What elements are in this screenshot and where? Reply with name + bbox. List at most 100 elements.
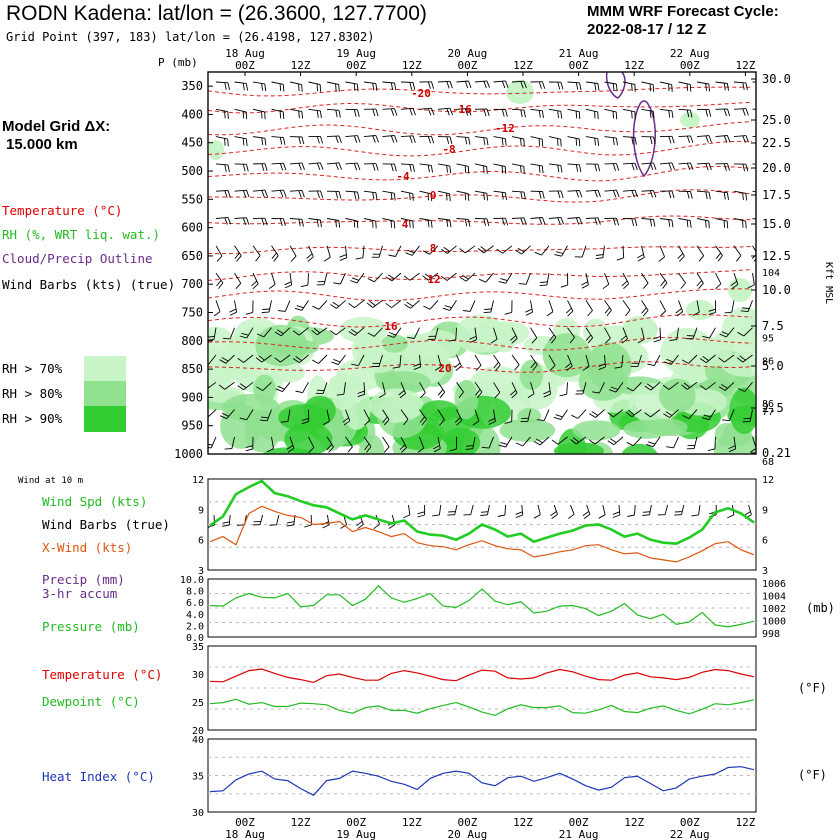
pressure-tick-label: 800 xyxy=(181,334,203,348)
series-line xyxy=(209,766,755,796)
left-tick-label: 2.0 xyxy=(186,621,204,632)
height-tick-label: 20.0 xyxy=(762,161,791,175)
time-tick-top: 00Z xyxy=(457,59,477,72)
left-tick-label: 6.0 xyxy=(186,598,204,609)
legend-temperature: Temperature (°C) xyxy=(2,203,123,218)
pressure-tick-label: 950 xyxy=(181,419,203,433)
contour-label: 20 xyxy=(438,362,451,375)
contour-label: -8 xyxy=(442,143,455,156)
legend-rh-90: RH > 90% xyxy=(2,411,63,426)
time-tick-bottom: 00Z xyxy=(235,816,255,829)
height-tick-label: 10.0 xyxy=(762,283,791,297)
height-tick-label: 30.0 xyxy=(762,72,791,86)
pressure-axis-label: P (mb) xyxy=(158,56,198,69)
left-tick-label: 9 xyxy=(198,505,204,516)
legend-heat-index: Heat Index (°C) xyxy=(42,769,155,784)
height-tick-label: 25.0 xyxy=(762,113,791,127)
right-tick-label: 3 xyxy=(762,566,768,577)
pressure-tick-label: 750 xyxy=(181,306,203,320)
series-line xyxy=(209,479,755,546)
wind-series xyxy=(209,479,755,563)
forecast-cycle-label: MMM WRF Forecast Cycle: xyxy=(587,3,779,20)
left-tick-label: 0.0 xyxy=(186,633,204,644)
time-tick-bottom: 12Z xyxy=(291,816,311,829)
time-tick-bottom: 00Z xyxy=(569,816,589,829)
right-tick-label: 1004 xyxy=(762,591,786,602)
left-tick-label: 25 xyxy=(192,698,204,709)
time-tick-bottom: 12Z xyxy=(624,816,644,829)
time-tick-bottom: 00Z xyxy=(457,816,477,829)
pressure-tick-label: 850 xyxy=(181,362,203,376)
left-tick-label: 8.0 xyxy=(186,587,204,598)
time-tick-top: 12Z xyxy=(291,59,311,72)
left-tick-label: 6 xyxy=(198,536,204,547)
time-axis-top: 00Z 12Z 00Z 12Z 00Z 12Z 00Z 12Z 00Z 12Z 18 Aug 19 A… xyxy=(225,47,756,812)
rh-90-swatch xyxy=(84,406,126,432)
contour-label: -4 xyxy=(396,170,410,183)
left-tick-label: 10.0 xyxy=(180,575,204,586)
time-tick-bottom: 12Z xyxy=(513,816,533,829)
model-grid-label: Model Grid ΔX: xyxy=(2,118,111,135)
contour-label: 16 xyxy=(384,320,398,333)
time-tick-top: 00Z xyxy=(569,59,589,72)
day-label-bottom: 19 Aug xyxy=(336,828,376,840)
contour-label: -12 xyxy=(495,122,515,135)
pressure-tick-label: 650 xyxy=(181,249,203,263)
time-tick-top: 00Z xyxy=(235,59,255,72)
right-tick-label: 86 xyxy=(762,356,774,367)
height-tick-label: 0.21 xyxy=(762,446,791,460)
station-title: RODN Kadena: lat/lon = (26.3600, 127.770… xyxy=(6,2,427,25)
height-tick-label: 12.5 xyxy=(762,249,791,263)
right-tick-label: 77 xyxy=(762,407,774,418)
contour-label: 4 xyxy=(402,218,409,231)
upper-air-wind-barbs xyxy=(208,80,756,453)
temperature-dewpoint-series xyxy=(209,668,755,717)
contour-label: 0 xyxy=(430,189,437,202)
height-tick-label: 15.0 xyxy=(762,217,791,231)
legend-dewpoint: Dewpoint (°C) xyxy=(42,694,140,709)
time-tick-bottom: 12Z xyxy=(735,816,755,829)
right-tick-label: 95 xyxy=(762,334,774,345)
rh-80-swatch xyxy=(84,381,126,406)
height-tick-label: 22.5 xyxy=(762,136,791,150)
day-label-top: 18 Aug xyxy=(225,47,265,60)
pressure-tick-label: 600 xyxy=(181,221,203,235)
right-tick-label: 68 xyxy=(762,457,774,468)
day-label-top: 20 Aug xyxy=(448,47,488,60)
time-tick-bottom: 00Z xyxy=(680,816,700,829)
height-axis-label: Kft MSL xyxy=(823,262,834,304)
legend-wind-barbs: Wind Barbs (kts) (true) xyxy=(2,277,176,292)
temperature-contours xyxy=(208,86,753,373)
time-tick-top: 12Z xyxy=(624,59,644,72)
pressure-tick-label: 400 xyxy=(181,107,203,121)
pressure-unit-label: (mb) xyxy=(806,601,835,615)
legend-precip: Precip (mm) xyxy=(42,572,125,587)
left-tick-label: 35 xyxy=(192,772,204,783)
time-tick-top: 12Z xyxy=(402,59,422,72)
height-tick-label: 5.0 xyxy=(762,359,784,373)
right-tick-label: 12 xyxy=(762,475,774,486)
temperature-unit-label: (°F) xyxy=(798,681,827,695)
day-label-bottom: 18 Aug xyxy=(225,828,265,840)
pressure-axis: 350 400 450 500 550 600 650 700 750 800 850 900 950 1… xyxy=(174,79,213,461)
pressure-tick-label: 900 xyxy=(181,390,203,404)
left-tick-label: 20 xyxy=(192,726,204,737)
day-label-top: 21 Aug xyxy=(559,47,599,60)
contour-label: -20 xyxy=(411,87,431,100)
right-tick-label: 6 xyxy=(762,536,768,547)
time-axis-bottom: 00Z 12Z 00Z 12Z 00Z 12Z 00Z 12Z 00Z 12Z 18 Aug 19 A… xyxy=(225,816,756,840)
rh-shading xyxy=(208,80,756,454)
grid-point-subtitle: Grid Point (397, 183) lat/lon = (26.4198… xyxy=(6,30,375,44)
contour-label: 12 xyxy=(427,273,440,286)
pressure-tick-label: 700 xyxy=(181,277,203,291)
height-tick-label: 17.5 xyxy=(762,188,791,202)
contour-label: -16 xyxy=(452,103,472,116)
legend-wind-speed: Wind Spd (kts) xyxy=(42,494,148,509)
left-tick-label: 4.0 xyxy=(186,610,204,621)
pressure-tick-label: 450 xyxy=(181,136,203,150)
wind-10m-label: Wind at 10 m xyxy=(18,476,84,486)
forecast-cycle-value: 2022-08-17 / 12 Z xyxy=(587,21,707,38)
time-tick-bottom: 12Z xyxy=(402,816,422,829)
